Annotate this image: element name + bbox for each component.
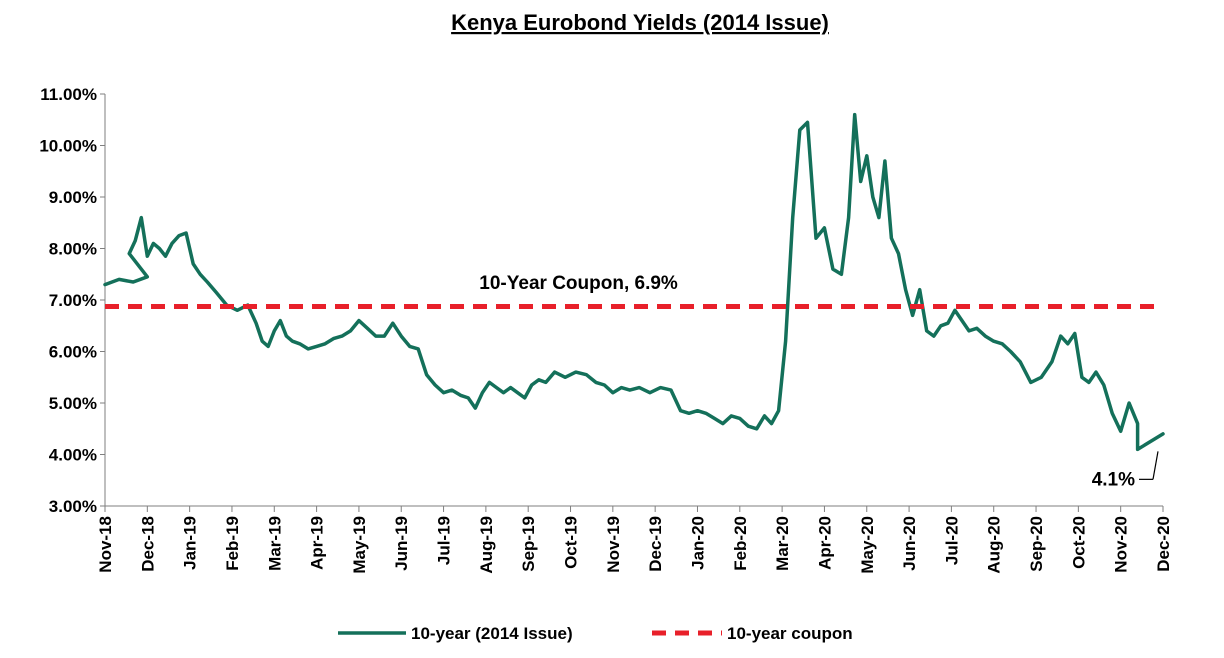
legend-label-coupon: 10-year coupon — [727, 624, 853, 643]
x-tick-label: May-19 — [350, 516, 369, 574]
x-tick-label: Aug-20 — [985, 516, 1004, 574]
y-tick-label: 9.00% — [49, 188, 97, 207]
x-tick-label: Oct-20 — [1069, 516, 1088, 569]
coupon-annotation: 10-Year Coupon, 6.9% — [479, 273, 678, 294]
x-tick-label: Dec-19 — [646, 516, 665, 572]
x-tick-label: Mar-19 — [265, 516, 284, 571]
x-tick-label: Nov-18 — [96, 516, 115, 573]
legend-label-yield: 10-year (2014 Issue) — [411, 624, 573, 643]
x-tick-label: Dec-18 — [138, 516, 157, 572]
x-tick-label: Jun-19 — [392, 516, 411, 571]
x-tick-label: Aug-19 — [477, 516, 496, 574]
x-tick-label: Sep-20 — [1027, 516, 1046, 572]
x-tick-label: Sep-19 — [519, 516, 538, 572]
end-value-leader — [1152, 451, 1159, 480]
annotation-layer: 10-Year Coupon, 6.9% 4.1% — [479, 273, 1159, 490]
x-tick-label: Apr-19 — [308, 516, 327, 570]
y-tick-label: 3.00% — [49, 497, 97, 516]
y-tick-label: 5.00% — [49, 394, 97, 413]
end-value-annotation: 4.1% — [1092, 469, 1135, 490]
yield-line — [103, 112, 1165, 452]
x-tick-label: Jul-20 — [942, 516, 961, 565]
y-tick-label: 7.00% — [49, 291, 97, 310]
x-tick-label: Nov-19 — [604, 516, 623, 573]
y-tick-label: 11.00% — [40, 85, 97, 104]
y-tick-label: 6.00% — [49, 343, 97, 362]
x-tick-label: Jun-20 — [900, 516, 919, 571]
x-tick-label: Nov-20 — [1112, 516, 1131, 573]
chart-title: Kenya Eurobond Yields (2014 Issue) — [451, 10, 829, 35]
x-tick-label: Jan-19 — [181, 516, 200, 570]
legend: 10-year (2014 Issue) 10-year coupon — [338, 624, 853, 643]
y-tick-label: 8.00% — [49, 240, 97, 259]
x-tick-label: Feb-19 — [223, 516, 242, 571]
x-tick-label: May-20 — [858, 516, 877, 574]
x-tick-label: Feb-20 — [731, 516, 750, 571]
y-axis: 3.00% 4.00% 5.00% 6.00% 7.00% 8.00% 9.00% 10.00… — [39, 85, 106, 516]
y-tick-label: 10.00% — [39, 137, 97, 156]
y-tick-label: 4.00% — [49, 446, 97, 465]
series-layer — [103, 112, 1165, 452]
x-tick-label: Jan-20 — [688, 516, 707, 570]
x-tick-label: Oct-19 — [562, 516, 581, 569]
x-tick-label: Jul-19 — [435, 516, 454, 565]
x-axis: Nov-18 Dec-18 Jan-19 Feb-19 Mar-19 Apr-19 May-… — [96, 505, 1173, 574]
x-tick-label: Apr-20 — [815, 516, 834, 570]
x-tick-label: Dec-20 — [1154, 516, 1173, 572]
x-tick-label: Mar-20 — [773, 516, 792, 571]
